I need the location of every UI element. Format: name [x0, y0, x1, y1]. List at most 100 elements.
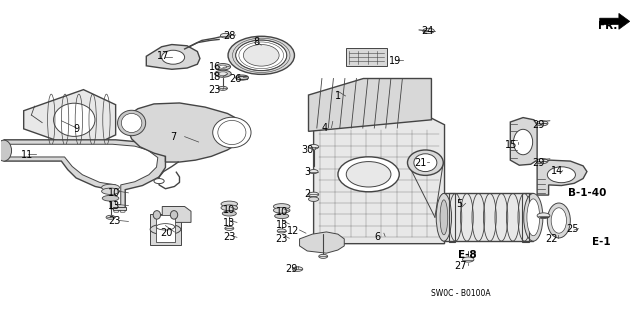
Polygon shape: [147, 45, 200, 69]
Ellipse shape: [212, 117, 251, 148]
Polygon shape: [4, 140, 166, 209]
Ellipse shape: [122, 114, 142, 132]
Ellipse shape: [218, 86, 227, 90]
Ellipse shape: [220, 33, 230, 38]
Text: 22: 22: [545, 234, 557, 244]
Polygon shape: [129, 103, 246, 162]
Polygon shape: [300, 232, 344, 253]
Polygon shape: [346, 48, 387, 66]
Ellipse shape: [513, 129, 532, 155]
Ellipse shape: [153, 211, 161, 219]
Text: FR.: FR.: [598, 21, 617, 31]
Text: 24: 24: [421, 26, 433, 36]
Ellipse shape: [236, 75, 248, 80]
Text: 23: 23: [275, 234, 288, 244]
Text: 18: 18: [209, 72, 221, 82]
Polygon shape: [600, 13, 630, 29]
Ellipse shape: [218, 72, 227, 76]
Ellipse shape: [214, 70, 231, 77]
Text: 16: 16: [209, 63, 221, 72]
Ellipse shape: [275, 213, 289, 219]
Text: 10: 10: [276, 207, 288, 217]
Ellipse shape: [292, 267, 303, 271]
Text: 5: 5: [456, 199, 462, 209]
Bar: [113, 206, 126, 210]
Text: 25: 25: [566, 224, 579, 234]
Ellipse shape: [308, 192, 319, 197]
Text: 23: 23: [223, 232, 236, 242]
Bar: [156, 215, 175, 242]
Polygon shape: [510, 118, 537, 165]
Ellipse shape: [114, 211, 119, 212]
Ellipse shape: [225, 226, 234, 230]
Text: 8: 8: [253, 37, 259, 47]
Ellipse shape: [338, 157, 399, 192]
Text: 3: 3: [304, 167, 310, 177]
Ellipse shape: [222, 211, 236, 216]
Ellipse shape: [162, 50, 184, 64]
Text: 17: 17: [157, 51, 170, 61]
Ellipse shape: [547, 203, 570, 238]
Text: 19: 19: [389, 56, 401, 66]
Ellipse shape: [527, 199, 540, 236]
Polygon shape: [308, 78, 431, 131]
Ellipse shape: [423, 28, 435, 33]
Ellipse shape: [106, 215, 115, 219]
Polygon shape: [314, 115, 445, 244]
Ellipse shape: [273, 204, 290, 209]
Text: 26: 26: [230, 73, 242, 84]
Ellipse shape: [0, 140, 12, 161]
Ellipse shape: [154, 179, 164, 184]
Text: 6: 6: [374, 232, 381, 242]
Ellipse shape: [277, 229, 286, 233]
Text: 21: 21: [415, 158, 427, 168]
Text: 12: 12: [287, 226, 300, 236]
Text: 13: 13: [223, 218, 236, 228]
Text: E-8: E-8: [458, 250, 476, 260]
Ellipse shape: [551, 208, 566, 233]
Bar: [522, 193, 529, 242]
Text: 29: 29: [285, 264, 298, 274]
Ellipse shape: [54, 103, 95, 137]
Text: 23: 23: [209, 85, 221, 95]
Text: 9: 9: [73, 124, 79, 134]
Ellipse shape: [537, 213, 550, 219]
Text: 14: 14: [552, 166, 564, 176]
Polygon shape: [24, 90, 116, 150]
Text: 7: 7: [170, 132, 176, 142]
Ellipse shape: [102, 188, 120, 195]
Ellipse shape: [308, 145, 319, 149]
Ellipse shape: [102, 196, 119, 201]
Bar: [449, 193, 456, 242]
Text: 10: 10: [223, 205, 236, 215]
Text: 20: 20: [161, 227, 173, 238]
Text: 11: 11: [21, 150, 34, 160]
Ellipse shape: [536, 121, 548, 126]
Text: E-1: E-1: [591, 237, 611, 247]
Ellipse shape: [156, 224, 175, 230]
Text: 13: 13: [276, 219, 288, 230]
Ellipse shape: [243, 45, 279, 66]
Ellipse shape: [215, 63, 230, 70]
Text: 13: 13: [108, 201, 120, 211]
Ellipse shape: [440, 200, 448, 235]
Ellipse shape: [228, 36, 294, 74]
Ellipse shape: [346, 162, 391, 187]
Text: 30: 30: [301, 145, 314, 155]
Ellipse shape: [150, 224, 180, 235]
Ellipse shape: [118, 110, 146, 136]
Text: 28: 28: [223, 31, 236, 41]
Ellipse shape: [536, 159, 548, 164]
Ellipse shape: [236, 40, 287, 70]
Ellipse shape: [102, 184, 120, 191]
Polygon shape: [4, 144, 158, 204]
Text: 10: 10: [108, 188, 120, 198]
Text: 27: 27: [454, 261, 467, 271]
Polygon shape: [537, 160, 587, 195]
Ellipse shape: [524, 194, 543, 241]
Ellipse shape: [170, 211, 178, 219]
Text: 4: 4: [322, 123, 328, 133]
Ellipse shape: [308, 197, 319, 201]
Ellipse shape: [547, 167, 575, 183]
Text: 29: 29: [532, 158, 545, 168]
